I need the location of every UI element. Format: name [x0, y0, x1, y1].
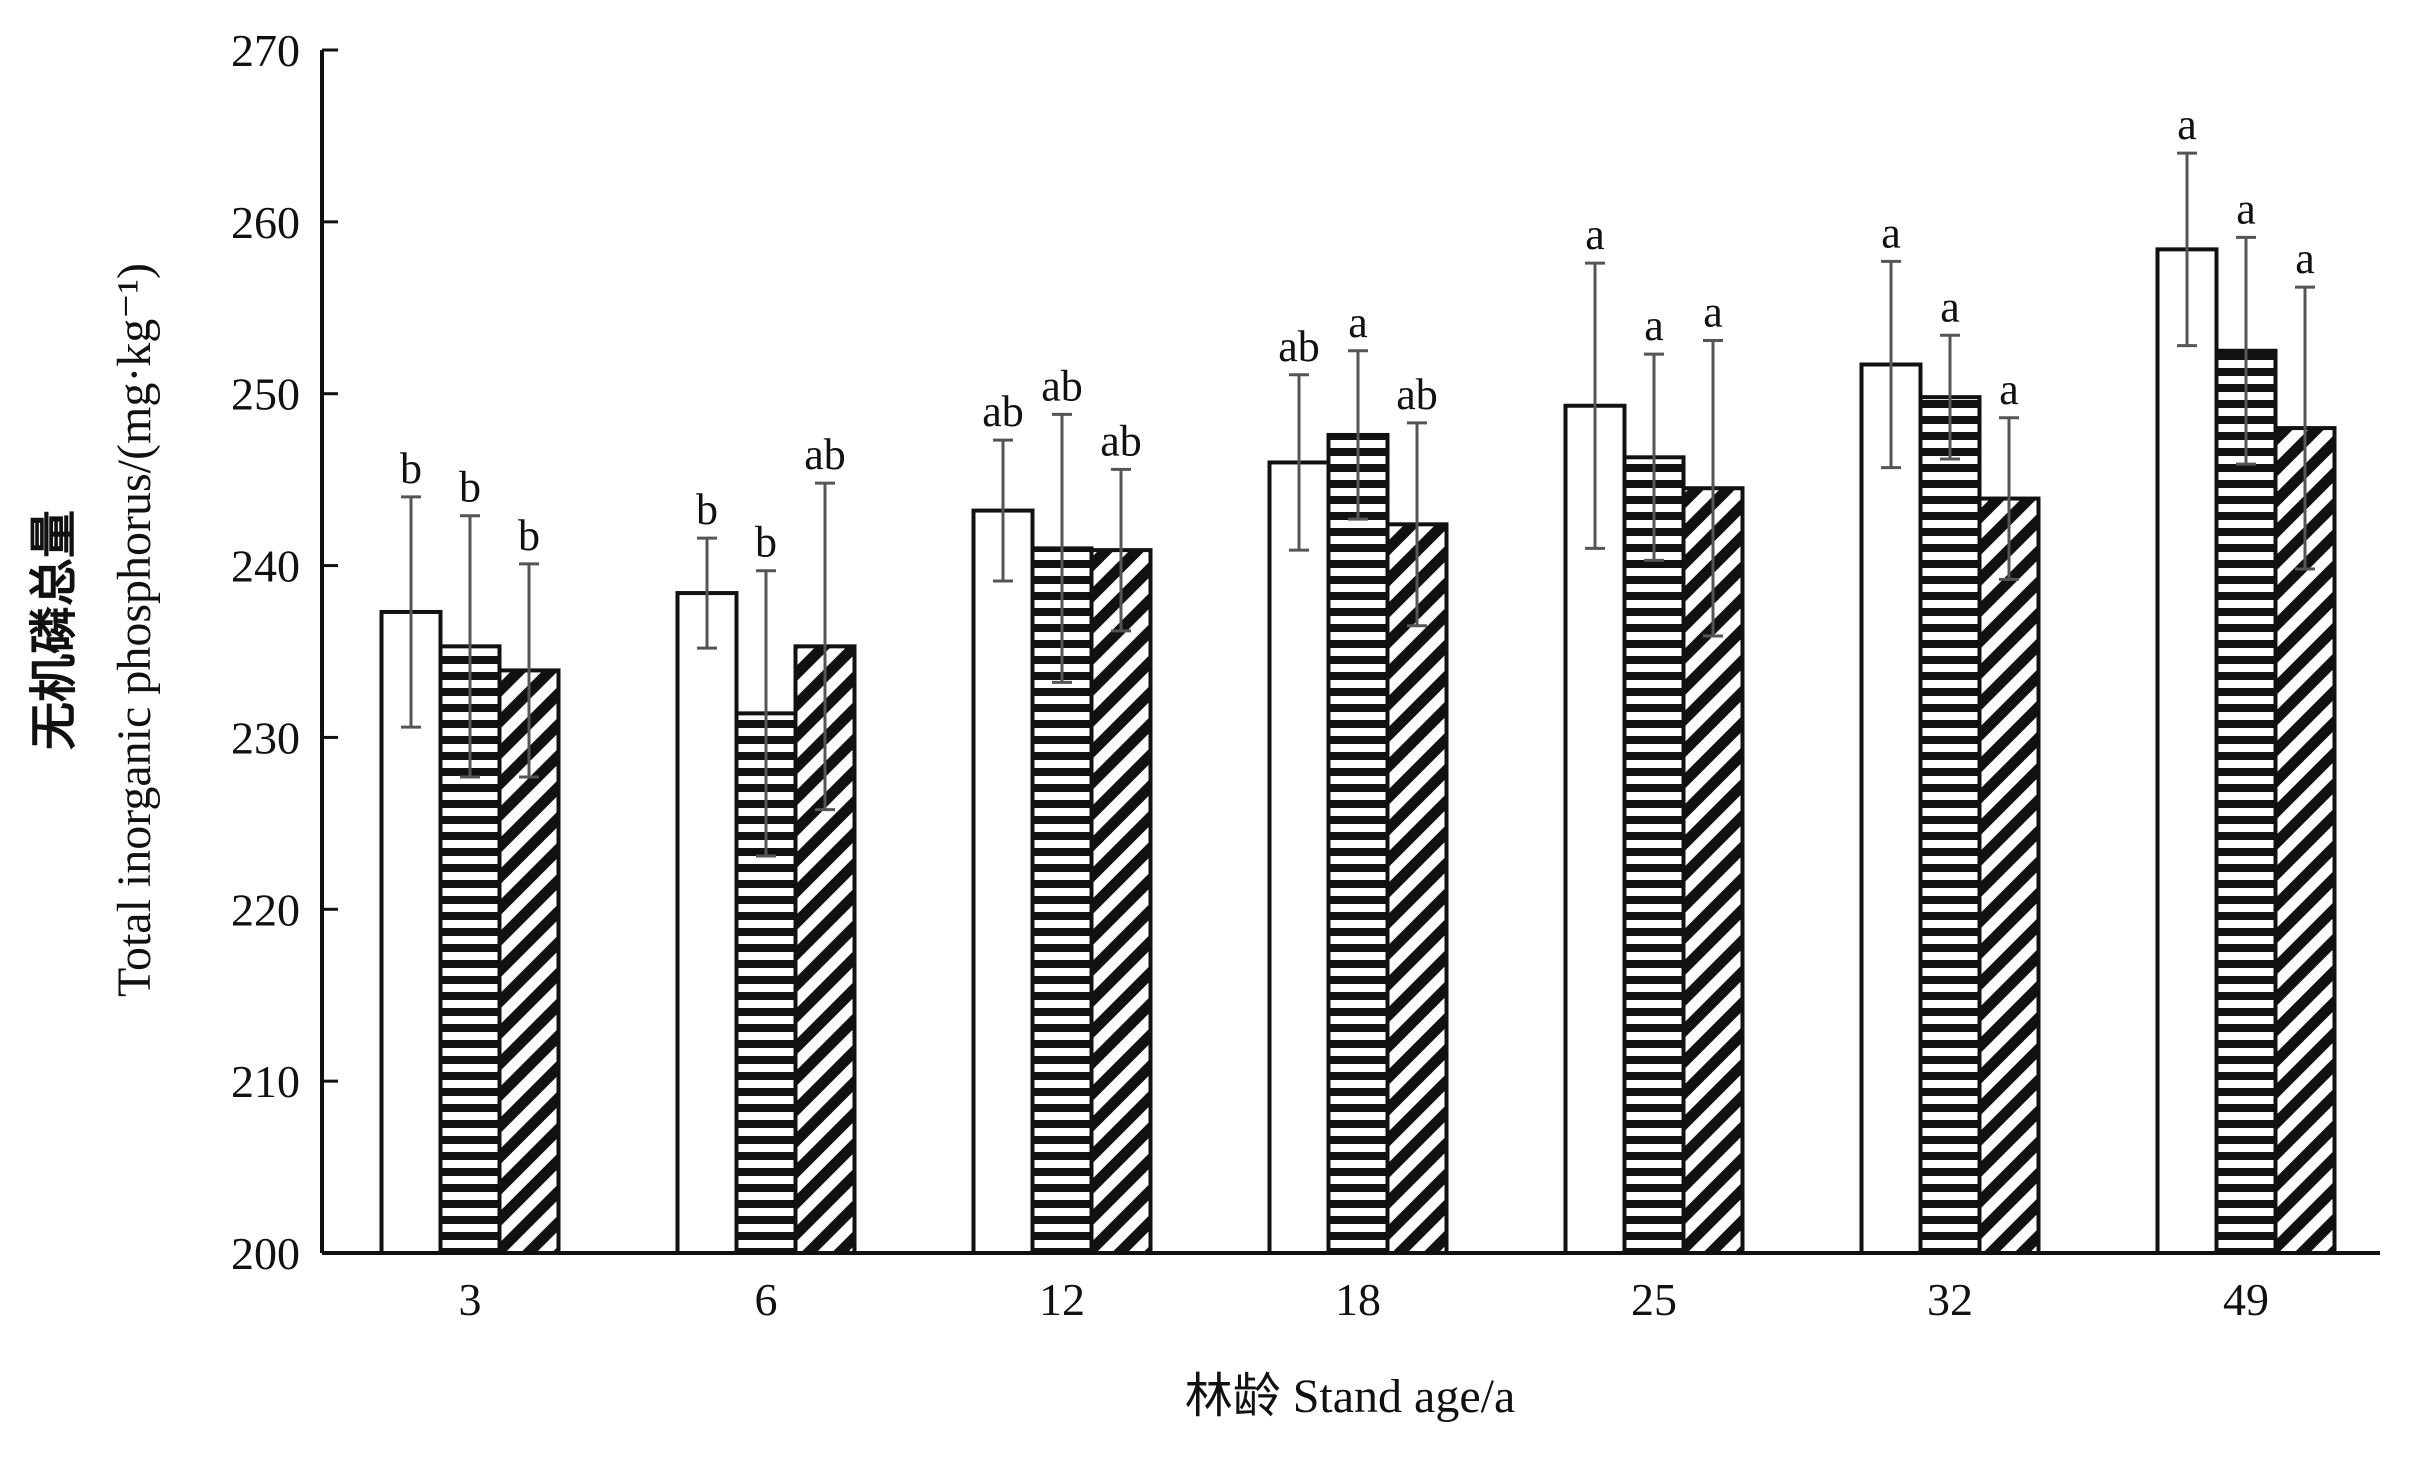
bar [1918, 395, 1982, 1255]
bar [438, 644, 502, 1255]
bar [971, 508, 1035, 1255]
y-tick-label: 250 [231, 369, 300, 420]
y-tick-label: 200 [231, 1228, 300, 1279]
y-tick-label: 220 [231, 884, 300, 935]
significance-label: a [2177, 100, 2197, 149]
y-tick-label: 270 [231, 25, 300, 76]
y-tick-label: 260 [231, 197, 300, 248]
bar [675, 591, 739, 1255]
x-tick-label: 12 [1039, 1274, 1085, 1325]
y-axis-title-cn: 无机磷总量 [28, 510, 81, 750]
bar [1977, 496, 2041, 1256]
y-axis-title-en: Total inorganic phosphorus/(mg·kg⁻¹) [108, 263, 161, 997]
significance-label: ab [804, 430, 846, 479]
significance-label: ab [982, 387, 1024, 436]
x-tick-label: 32 [1927, 1274, 1973, 1325]
x-tick-label: 6 [755, 1274, 778, 1325]
significance-label: a [1881, 208, 1901, 257]
x-tick-label: 49 [2223, 1274, 2269, 1325]
bar [1326, 432, 1390, 1255]
significance-label: ab [1041, 361, 1083, 410]
bar [2214, 348, 2278, 1255]
significance-label: a [2295, 234, 2315, 283]
y-tick-label: 210 [231, 1056, 300, 1107]
significance-label: b [518, 511, 540, 560]
significance-label: a [1999, 365, 2019, 414]
y-tick-label: 230 [231, 712, 300, 763]
bar [1267, 460, 1331, 1255]
significance-label: a [1940, 282, 1960, 331]
x-axis-title: 林龄 Stand age/a [1185, 1370, 1516, 1423]
bar [1385, 522, 1449, 1255]
x-tick-label: 18 [1335, 1274, 1381, 1325]
bar [1622, 455, 1686, 1255]
bar [1681, 486, 1745, 1255]
significance-label: a [1703, 287, 1723, 336]
significance-label: ab [1396, 370, 1438, 419]
significance-label: b [459, 463, 481, 512]
significance-label: b [755, 518, 777, 567]
significance-label: b [400, 444, 422, 493]
significance-label: ab [1278, 322, 1320, 371]
x-tick-label: 25 [1631, 1274, 1677, 1325]
significance-label: ab [1100, 416, 1142, 465]
bar [1859, 362, 1923, 1255]
bar [2155, 247, 2219, 1255]
significance-label: b [696, 485, 718, 534]
significance-label: a [1348, 298, 1368, 347]
significance-label: a [1644, 301, 1664, 350]
significance-label: a [1585, 210, 1605, 259]
significance-label: a [2236, 184, 2256, 233]
x-tick-label: 3 [459, 1274, 482, 1325]
y-tick-label: 240 [231, 541, 300, 592]
bar [1089, 548, 1153, 1255]
